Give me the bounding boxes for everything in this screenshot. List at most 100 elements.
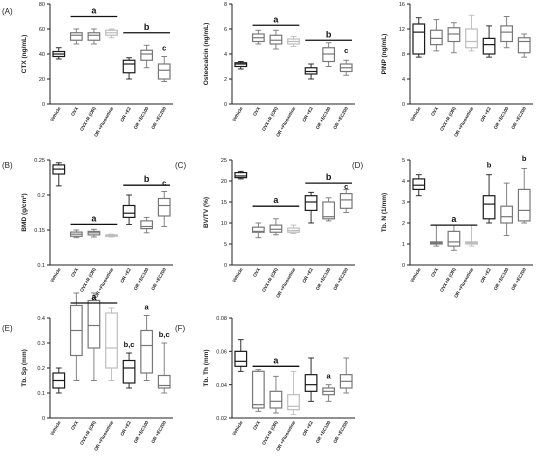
- box-iqr: [105, 312, 118, 369]
- box-iqr: [157, 374, 171, 389]
- y-tick-label: 0.2: [37, 193, 45, 199]
- x-tick-label: OVX+R (OR): [261, 267, 279, 293]
- y-tick-label: 0: [224, 102, 227, 108]
- significance-label: a: [273, 195, 279, 205]
- x-tick-label: OVX+R (OR): [79, 106, 97, 132]
- box-0: [412, 174, 426, 197]
- box-4: [122, 352, 136, 389]
- significance-label: b: [522, 154, 527, 163]
- box-iqr: [251, 370, 265, 409]
- x-tick-label: Vehicle: [231, 420, 243, 437]
- y-tick-label: 2: [224, 77, 227, 83]
- box-iqr: [412, 23, 426, 55]
- box-iqr: [465, 28, 478, 49]
- x-tick-label: OR +E2: [119, 420, 132, 437]
- significance-label: a: [451, 214, 457, 224]
- y-tick-label: 0: [402, 263, 405, 269]
- panel-label: (E): [2, 324, 13, 333]
- x-tick-label: OR +E2: [119, 106, 132, 123]
- significance-label: a: [327, 372, 332, 381]
- y-tick-label: 16: [399, 2, 405, 8]
- significance-label: b: [487, 160, 492, 169]
- x-tick-label: OR +EC100: [133, 420, 150, 444]
- x-tick-label: OR +Fluoxetine: [93, 106, 114, 138]
- box-iqr: [122, 59, 136, 74]
- x-tick-label: OR +EC200: [150, 420, 167, 444]
- x-tick-label: OR +EC200: [332, 420, 349, 444]
- box-1: [251, 369, 265, 412]
- x-tick-label: OVX+R (OR): [439, 267, 457, 293]
- y-tick-label: 0.3: [37, 341, 45, 347]
- box-iqr: [517, 37, 531, 54]
- y-tick-label: 1: [402, 242, 405, 248]
- x-tick-label: OVX+R (OR): [261, 420, 279, 446]
- y-axis-label: BV/TV (%): [203, 197, 210, 228]
- box-0: [234, 339, 248, 372]
- panel-label: (D): [352, 161, 363, 170]
- y-tick-label: 0: [224, 263, 227, 269]
- box-3: [465, 224, 478, 247]
- x-tick-label: OVX: [70, 419, 80, 431]
- significance-label: b: [144, 22, 150, 32]
- box-iqr: [517, 188, 531, 222]
- x-tick-label: OR +Fluoxetine: [275, 267, 296, 299]
- box-iqr: [140, 49, 154, 61]
- box-iqr: [304, 374, 318, 392]
- x-tick-label: OR +E2: [119, 267, 132, 284]
- x-tick-label: OVX: [70, 266, 80, 278]
- significance-label: a: [145, 303, 150, 312]
- x-tick-label: Vehicle: [409, 106, 421, 123]
- box-4: [482, 174, 496, 224]
- significance-label: a: [273, 14, 279, 24]
- significance-label: c: [162, 179, 166, 188]
- box-4: [482, 25, 496, 58]
- x-tick-label: OVX+R (OR): [79, 420, 97, 446]
- significance-label: b,c: [124, 340, 135, 349]
- y-tick-label: 0: [42, 416, 45, 422]
- significance-label: a: [273, 355, 279, 365]
- box-6: [339, 188, 353, 213]
- x-tick-label: OR +EC100: [133, 106, 150, 130]
- x-tick-label: OR +EC100: [493, 267, 510, 291]
- panel-label: (B): [2, 161, 13, 170]
- x-tick-label: OR +EC200: [150, 106, 167, 130]
- y-tick-label: 4: [402, 179, 405, 185]
- box-5: [322, 384, 336, 402]
- chart-panel-E: (E) 0 0.1 0.2 0.3 0.4 Tb. Sp (mm) Vehicle OVX OVX…: [2, 292, 173, 452]
- y-tick-label: 80: [39, 2, 45, 8]
- box-4: [304, 63, 318, 80]
- significance-label: b: [326, 29, 332, 39]
- x-tick-label: OR +EC200: [332, 267, 349, 291]
- y-tick-label: 2: [402, 221, 405, 227]
- y-tick-label: 0.02: [216, 416, 227, 422]
- y-tick-label: 0: [42, 102, 45, 108]
- box-iqr: [157, 63, 171, 80]
- box-2: [269, 375, 283, 414]
- x-tick-label: OR +E2: [301, 267, 314, 284]
- x-tick-label: Vehicle: [231, 106, 243, 123]
- box-iqr: [429, 29, 443, 46]
- x-tick-label: OR +Fluoxetine: [275, 106, 296, 138]
- box-4: [304, 191, 318, 224]
- x-tick-label: Vehicle: [49, 420, 61, 437]
- box-iqr: [269, 390, 283, 409]
- box-0: [52, 162, 66, 187]
- box-2: [269, 29, 283, 50]
- box-5: [500, 182, 514, 237]
- x-tick-label: OR +E2: [479, 267, 492, 284]
- y-tick-label: 20: [39, 77, 45, 83]
- y-tick-label: 3: [402, 200, 405, 206]
- panel-label: (C): [175, 161, 186, 170]
- box-iqr: [234, 62, 248, 68]
- box-1: [69, 229, 83, 239]
- significance-label: a: [91, 292, 97, 302]
- x-tick-label: OVX: [430, 266, 440, 278]
- x-tick-label: OR +E2: [301, 106, 314, 123]
- x-tick-label: Vehicle: [49, 106, 61, 123]
- box-3: [287, 370, 300, 416]
- box-5: [500, 16, 514, 49]
- x-tick-label: OVX+R (OR): [261, 106, 279, 132]
- significance-label: c: [162, 44, 166, 53]
